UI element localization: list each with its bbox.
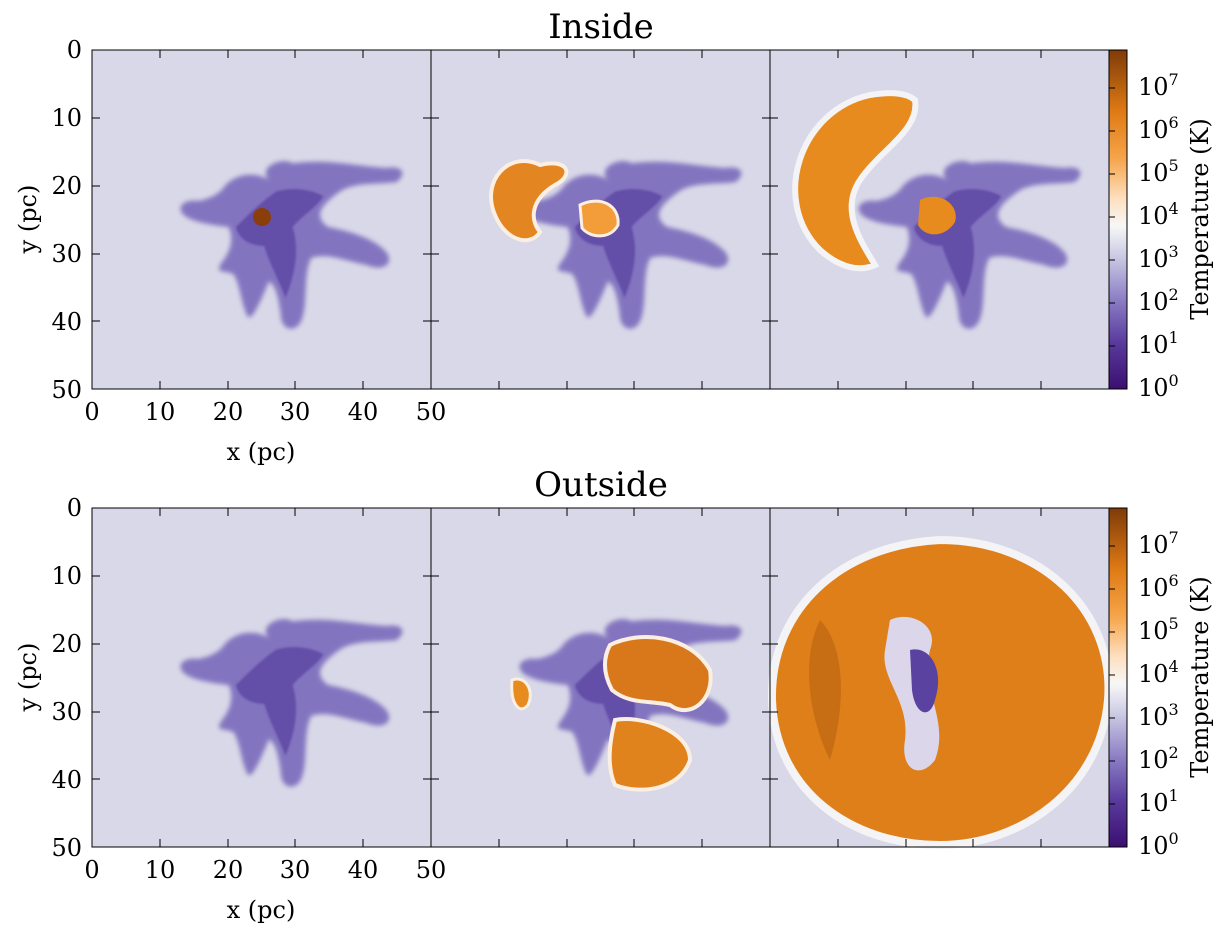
cb-tick: 101	[1138, 786, 1179, 817]
inside-colorbar: 100 101 102 103 104 105 106 107 Temperat…	[1108, 49, 1214, 402]
inside-row: Inside 0 10	[14, 7, 1214, 466]
inside-y-ticks: 0 10 20 30 40 50	[51, 36, 82, 404]
inside-x-ticks: 0 10 20 30 40 50	[84, 398, 446, 426]
y-tick: 0	[67, 494, 82, 522]
x-tick: 50	[416, 856, 447, 884]
y-tick: 10	[51, 104, 82, 132]
outside-panel-1	[91, 507, 432, 848]
cb-tick: 107	[1138, 528, 1179, 559]
inside-panel-1	[91, 49, 432, 390]
x-tick: 0	[84, 398, 99, 426]
colorbar-label: Temperature (K)	[1186, 576, 1214, 778]
outside-panel-2	[430, 507, 771, 848]
y-tick: 50	[51, 834, 82, 862]
inside-title: Inside	[548, 7, 654, 47]
cb-tick: 104	[1138, 657, 1179, 688]
x-tick: 30	[280, 856, 311, 884]
y-tick: 20	[51, 630, 82, 658]
y-tick: 0	[67, 36, 82, 64]
outside-xlabel: x (pc)	[227, 896, 296, 924]
cb-tick: 100	[1138, 371, 1179, 402]
outside-colorbar: 100 101 102 103 104 105 106 107 Temperat…	[1108, 507, 1214, 860]
y-tick: 50	[51, 376, 82, 404]
x-tick: 50	[416, 398, 447, 426]
outside-row: Outside 0 10 20 30	[14, 465, 1214, 924]
y-tick: 20	[51, 172, 82, 200]
y-tick: 40	[51, 308, 82, 336]
inside-xlabel: x (pc)	[227, 438, 296, 466]
inside-panel-2	[430, 49, 771, 390]
y-tick: 40	[51, 766, 82, 794]
inside-panel-3	[769, 49, 1110, 390]
x-tick: 0	[84, 856, 99, 884]
cb-tick: 100	[1138, 829, 1179, 860]
outside-panel-3	[767, 507, 1113, 850]
cb-tick: 106	[1138, 571, 1179, 602]
tick-marks	[92, 50, 1115, 847]
outside-y-ticks: 0 10 20 30 40 50	[51, 494, 82, 862]
y-tick: 10	[51, 562, 82, 590]
cb-tick: 103	[1138, 700, 1179, 731]
cb-tick: 103	[1138, 242, 1179, 273]
cb-tick: 104	[1138, 199, 1179, 230]
outside-title: Outside	[534, 465, 668, 505]
inside-ylabel: y (pc)	[14, 185, 42, 255]
outside-x-ticks: 0 10 20 30 40 50	[84, 856, 446, 884]
x-tick: 20	[213, 856, 244, 884]
cb-tick: 101	[1138, 328, 1179, 359]
x-tick: 10	[145, 398, 176, 426]
colorbar-label: Temperature (K)	[1186, 118, 1214, 320]
y-tick: 30	[51, 240, 82, 268]
cb-tick: 102	[1138, 285, 1179, 316]
cb-tick: 105	[1138, 156, 1179, 187]
x-tick: 40	[348, 856, 379, 884]
outside-ylabel: y (pc)	[14, 643, 42, 713]
x-tick: 20	[213, 398, 244, 426]
cb-tick: 107	[1138, 70, 1179, 101]
cb-tick: 102	[1138, 743, 1179, 774]
hot-spot	[253, 208, 271, 226]
x-tick: 40	[348, 398, 379, 426]
x-tick: 30	[280, 398, 311, 426]
cb-tick: 106	[1138, 113, 1179, 144]
x-tick: 10	[145, 856, 176, 884]
y-tick: 30	[51, 698, 82, 726]
cb-tick: 105	[1138, 614, 1179, 645]
